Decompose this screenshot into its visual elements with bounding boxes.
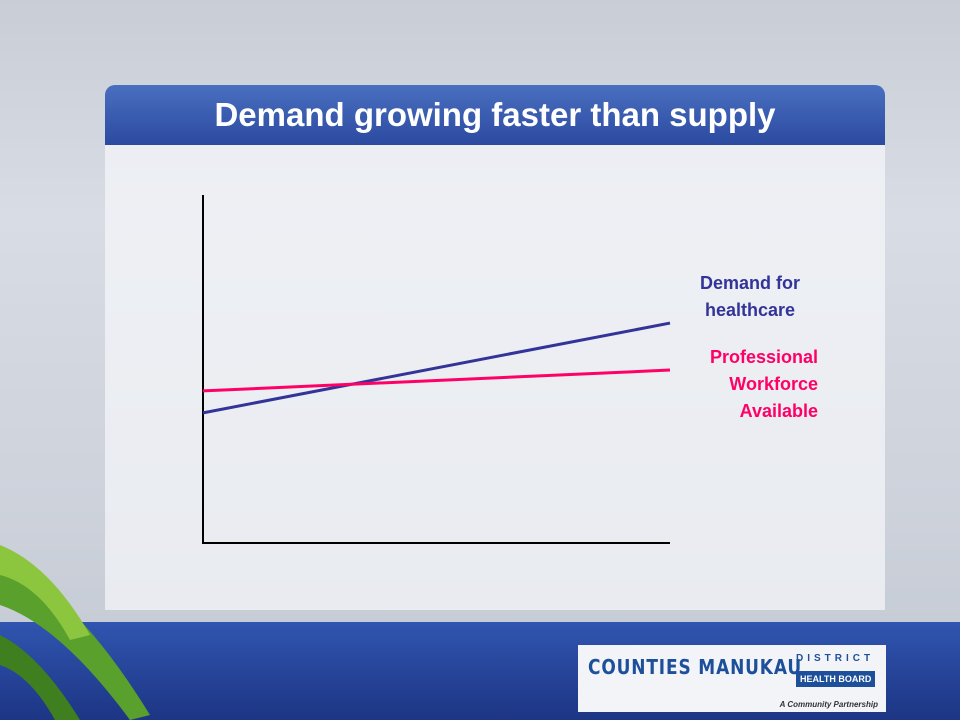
slide: Demand growing faster than supply Demand…	[0, 0, 960, 720]
logo-name: COUNTIES MANUKAU	[588, 655, 802, 679]
logo-district: DISTRICT	[796, 653, 874, 664]
logo-tagline: A Community Partnership	[780, 700, 878, 709]
logo-board: HEALTH BOARD	[796, 671, 875, 687]
series-label: Professional Workforce Available	[708, 344, 818, 425]
series-line	[203, 323, 670, 413]
logo: COUNTIES MANUKAU DISTRICT HEALTH BOARD A…	[578, 645, 886, 712]
series-line	[203, 370, 670, 391]
series-label: Demand for healthcare	[685, 270, 815, 324]
